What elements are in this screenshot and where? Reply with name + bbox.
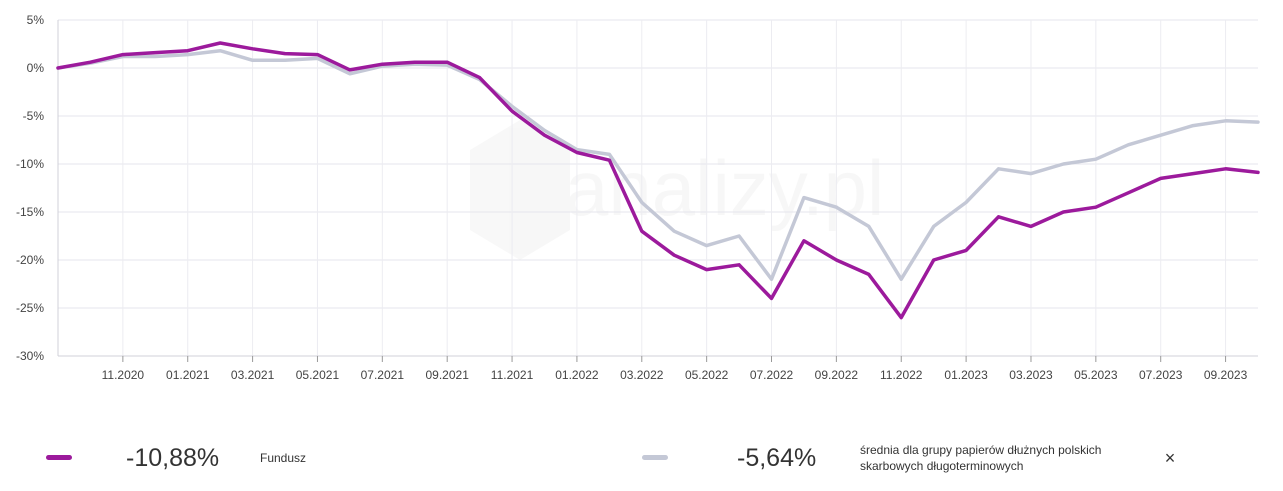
series-line-average	[56, 48, 1260, 281]
y-tick-label: -30%	[16, 349, 44, 363]
y-axis: 5% 0% -5% -10% -15% -20% -25% -30%	[16, 13, 44, 363]
x-tick-label: 01.2023	[944, 368, 988, 382]
x-tick-label: 09.2023	[1204, 368, 1248, 382]
y-tick-label: 0%	[27, 61, 45, 75]
x-tick-label: 11.2020	[102, 368, 145, 382]
legend-avg-swatch	[642, 455, 668, 460]
x-tick-label: 05.2022	[685, 368, 729, 382]
x-tick-label: 09.2022	[815, 368, 859, 382]
line-chart: analizy.pl 5% 0% -5% -10% -15% -20% -25% -30% 1…	[16, 13, 1260, 382]
series-group	[56, 41, 1260, 320]
legend-fund-value: -10,88%	[126, 444, 220, 472]
x-tick-label: 11.2022	[880, 368, 923, 382]
x-tick-label: 07.2022	[750, 368, 794, 382]
y-tick-label: -20%	[16, 253, 44, 267]
watermark-text: analizy.pl	[565, 144, 884, 232]
close-icon[interactable]: ×	[1164, 448, 1176, 468]
y-tick-label: 5%	[27, 13, 45, 27]
x-tick-label: 03.2021	[231, 368, 275, 382]
x-tick-label: 03.2023	[1009, 368, 1053, 382]
y-tick-label: -10%	[16, 157, 44, 171]
y-tick-label: -15%	[16, 205, 44, 219]
x-tick-label: 07.2023	[1139, 368, 1183, 382]
legend-fund-swatch	[46, 455, 72, 460]
x-tick-label: 01.2022	[555, 368, 599, 382]
legend-fund-label: Fundusz	[260, 451, 307, 465]
series-line-fund	[56, 41, 1260, 320]
x-tick-label: 09.2021	[425, 368, 469, 382]
grid-lines	[57, 19, 1258, 357]
legend-avg-label-line2: skarbowych długoterminowych	[860, 459, 1024, 473]
x-tick-label: 05.2023	[1074, 368, 1118, 382]
x-tick-label: 03.2022	[620, 368, 664, 382]
legend-avg-value: -5,64%	[737, 444, 817, 472]
x-tick-label: 11.2021	[491, 368, 534, 382]
x-tick-label: 05.2021	[296, 368, 340, 382]
y-tick-label: -25%	[16, 301, 44, 315]
x-axis: 11.2020 01.2021 03.2021 05.2021 07.2021 09.20…	[102, 356, 1248, 382]
watermark-logo: analizy.pl	[470, 120, 884, 260]
x-tick-label: 07.2021	[361, 368, 405, 382]
y-tick-label: -5%	[23, 109, 45, 123]
legend-avg-label: średnia dla grupy papierów dłużnych pols…	[860, 442, 1150, 474]
legend-avg-label-line1: średnia dla grupy papierów dłużnych pols…	[860, 443, 1102, 457]
x-tick-label: 01.2021	[166, 368, 210, 382]
